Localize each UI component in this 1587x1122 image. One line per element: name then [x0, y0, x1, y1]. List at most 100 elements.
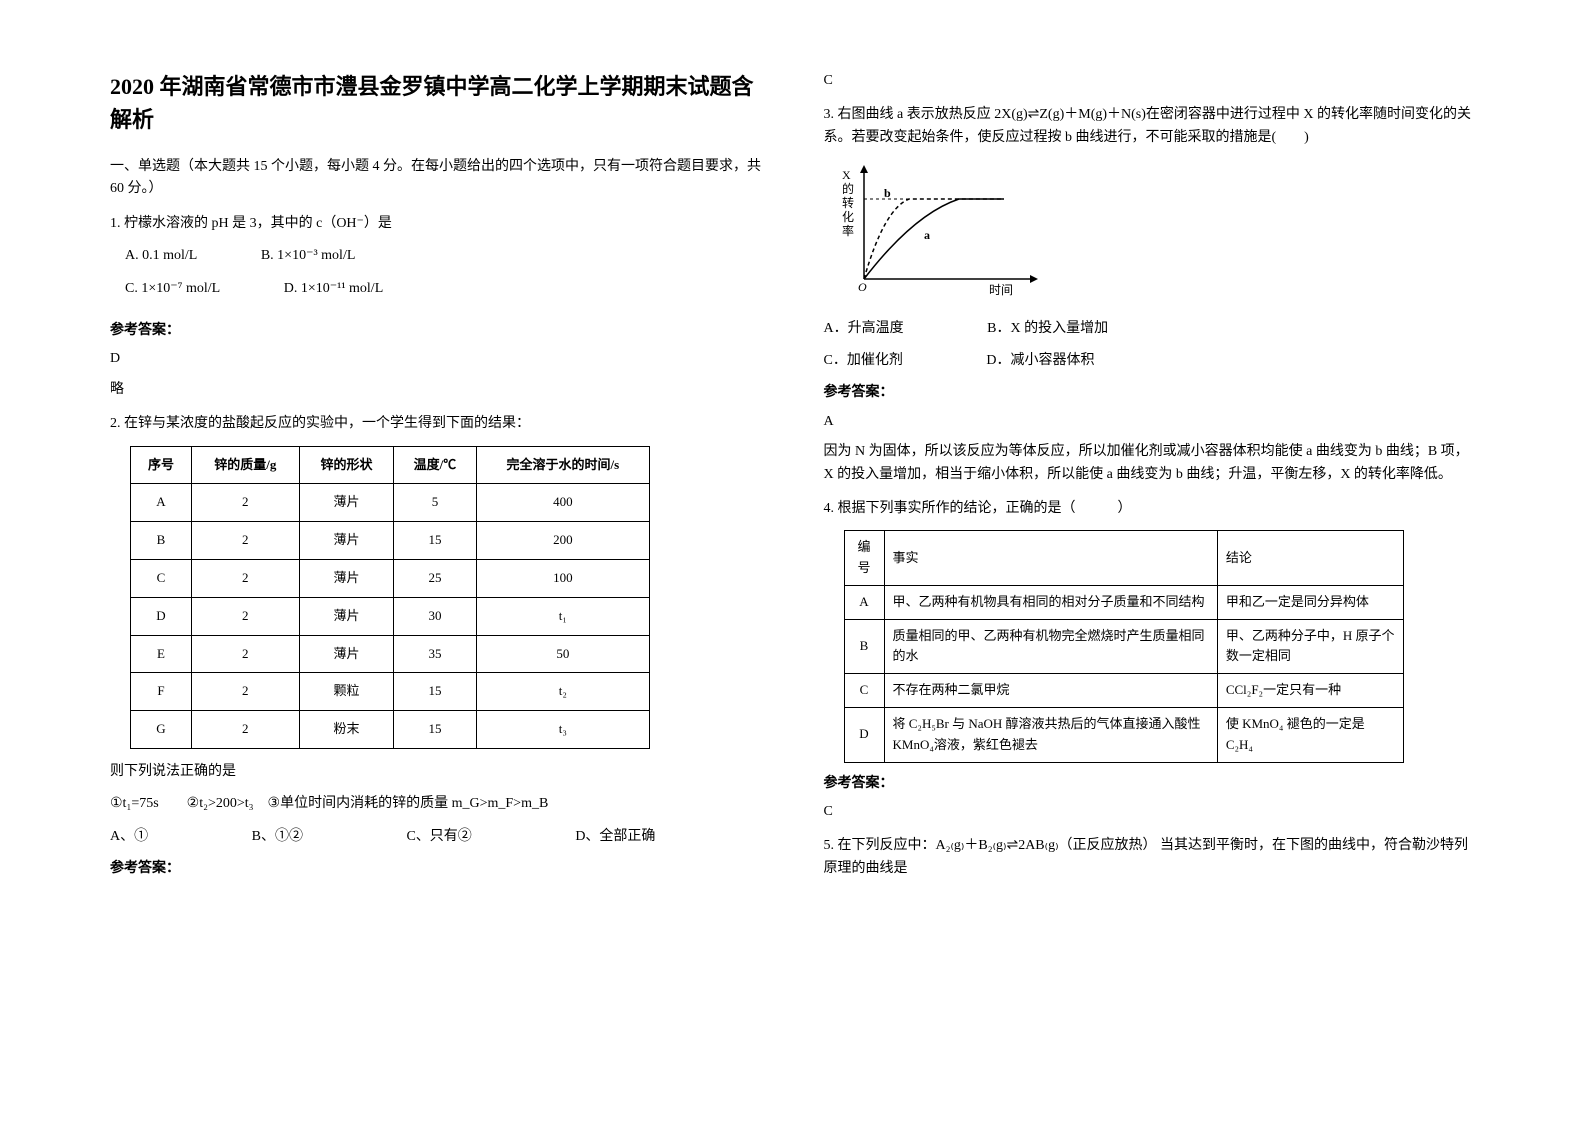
q2-cell: A	[131, 484, 192, 522]
q2-opt-b: B、①②	[252, 826, 303, 848]
q3-chart: X 的 转 化 率 O 时间 b a	[834, 159, 1478, 307]
q2-th0: 序号	[131, 446, 192, 484]
q3-answer: A	[824, 411, 1478, 433]
q2-cell: t₁	[476, 597, 649, 635]
q3-opts-2: C．加催化剂 D．减小容器体积	[824, 350, 1478, 372]
q1-opt-b: B. 1×10⁻³ mol/L	[261, 245, 356, 267]
q1-options: A. 0.1 mol/L B. 1×10⁻³ mol/L C. 1×10⁻⁷ m…	[125, 245, 764, 310]
q3-opts-1: A．升高温度 B．X 的投入量增加	[824, 318, 1478, 340]
q2-th1: 锌的质量/g	[191, 446, 299, 484]
q2-cell: 15	[394, 711, 476, 749]
ylabel-2: 转	[842, 195, 854, 210]
q4-cell: 质量相同的甲、乙两种有机物完全燃烧时产生质量相同的水	[884, 619, 1217, 674]
q2-cell: 2	[191, 484, 299, 522]
q4-answer: C	[824, 801, 1478, 823]
q2-cell: 颗粒	[299, 673, 394, 711]
q4-cell: D	[844, 708, 884, 763]
q1-opt-d: D. 1×10⁻¹¹ mol/L	[284, 278, 384, 300]
q4-cell: 不存在两种二氯甲烷	[884, 674, 1217, 708]
q2-nums: ①t₁=75s ②t₂>200>t₃ ③单位时间内消耗的锌的质量 m_G>m_F…	[110, 793, 764, 815]
q2-cell: 2	[191, 711, 299, 749]
q2-cell: 100	[476, 559, 649, 597]
q2-cell: 薄片	[299, 522, 394, 560]
q4-th2: 结论	[1217, 531, 1403, 586]
q4-answer-label: 参考答案：	[824, 773, 1478, 795]
ylabel-4: 率	[842, 223, 854, 238]
origin-label: O	[858, 280, 867, 294]
q1-answer: D	[110, 348, 764, 370]
q2-opt-c: C、只有②	[406, 826, 471, 848]
q2-cell: D	[131, 597, 192, 635]
q4-cell: 甲、乙两种有机物具有相同的相对分子质量和不同结构	[884, 585, 1217, 619]
q1-note: 略	[110, 379, 764, 401]
q2-cell: E	[131, 635, 192, 673]
q1-opt-c: C. 1×10⁻⁷ mol/L	[125, 278, 220, 300]
q2-opt-d: D、全部正确	[575, 826, 655, 848]
curve-a-label: a	[924, 228, 930, 242]
q3-opt-c: C．加催化剂	[824, 350, 903, 372]
ylabel-0: X	[842, 168, 851, 182]
q1-text: 1. 柠檬水溶液的 pH 是 3，其中的 c（OH⁻）是	[110, 213, 764, 235]
q4-text: 4. 根据下列事实所作的结论，正确的是（ ）	[824, 498, 1478, 520]
q2-cell: 2	[191, 673, 299, 711]
q5-text: 5. 在下列反应中：A₂₍g₎＋B₂₍g₎⇌2AB₍g₎（正反应放热） 当其达到…	[824, 835, 1478, 880]
y-arrow	[860, 165, 868, 173]
section-header: 一、单选题（本大题共 15 个小题，每小题 4 分。在每小题给出的四个选项中，只…	[110, 156, 764, 201]
q2-opt-a: A、①	[110, 826, 148, 848]
q2-cell: 2	[191, 522, 299, 560]
ylabel-1: 的	[842, 181, 854, 196]
q2-cell: 2	[191, 559, 299, 597]
xlabel: 时间	[989, 283, 1013, 297]
q2-cell: 25	[394, 559, 476, 597]
q2-cell: G	[131, 711, 192, 749]
q2-opts: A、① B、①② C、只有② D、全部正确	[110, 826, 764, 848]
q2-th2: 锌的形状	[299, 446, 394, 484]
q2-th4: 完全溶于水的时间/s	[476, 446, 649, 484]
q2-cell: C	[131, 559, 192, 597]
q2-cell: 400	[476, 484, 649, 522]
q2-cell: B	[131, 522, 192, 560]
q2-cell: 30	[394, 597, 476, 635]
q2-cell: 薄片	[299, 559, 394, 597]
q2-text: 2. 在锌与某浓度的盐酸起反应的实验中，一个学生得到下面的结果：	[110, 413, 764, 435]
q1-answer-label: 参考答案：	[110, 320, 764, 342]
q4-cell: 使 KMnO₄ 褪色的一定是 C₂H₄	[1217, 708, 1403, 763]
q2-th3: 温度/℃	[394, 446, 476, 484]
q4-cell: 甲、乙两种分子中，H 原子个数一定相同	[1217, 619, 1403, 674]
q2-cell: t₃	[476, 711, 649, 749]
q3-explain: 因为 N 为固体，所以该反应为等体反应，所以加催化剂或减小容器体积均能使 a 曲…	[824, 441, 1478, 486]
q2-cell: 薄片	[299, 597, 394, 635]
q4-th1: 事实	[884, 531, 1217, 586]
q2-table: 序号 锌的质量/g 锌的形状 温度/℃ 完全溶于水的时间/s A2薄片5400B…	[130, 446, 650, 749]
q2-cell: 15	[394, 522, 476, 560]
q2-cell: 粉末	[299, 711, 394, 749]
q4-table: 编号 事实 结论 A甲、乙两种有机物具有相同的相对分子质量和不同结构甲和乙一定是…	[844, 530, 1404, 762]
q2-follow: 则下列说法正确的是	[110, 761, 764, 783]
page-title: 2020 年湖南省常德市市澧县金罗镇中学高二化学上学期期末试题含解析	[110, 70, 764, 136]
q4-th0: 编号	[844, 531, 884, 586]
q2-cell: 薄片	[299, 484, 394, 522]
q2-cell: 2	[191, 597, 299, 635]
q4-cell: A	[844, 585, 884, 619]
q2-cell: t₂	[476, 673, 649, 711]
q3-opt-b: B．X 的投入量增加	[987, 318, 1108, 340]
x-arrow	[1030, 275, 1038, 283]
q4-cell: 将 C₂H₅Br 与 NaOH 醇溶液共热后的气体直接通入酸性 KMnO₄溶液，…	[884, 708, 1217, 763]
q2-cell: 2	[191, 635, 299, 673]
q2-cell: 35	[394, 635, 476, 673]
q2-answer: C	[824, 70, 1478, 92]
ylabel-3: 化	[842, 210, 854, 224]
q3-opt-a: A．升高温度	[824, 318, 904, 340]
q2-cell: 200	[476, 522, 649, 560]
q3-text: 3. 右图曲线 a 表示放热反应 2X(g)⇌Z(g)＋M(g)＋N(s)在密闭…	[824, 104, 1478, 149]
curve-a	[864, 199, 1004, 279]
q4-cell: CCl₂F₂一定只有一种	[1217, 674, 1403, 708]
q4-cell: 甲和乙一定是同分异构体	[1217, 585, 1403, 619]
q4-cell: B	[844, 619, 884, 674]
q2-cell: 15	[394, 673, 476, 711]
q2-cell: 50	[476, 635, 649, 673]
q2-cell: 薄片	[299, 635, 394, 673]
q2-answer-label: 参考答案：	[110, 858, 764, 880]
q3-answer-label: 参考答案：	[824, 382, 1478, 404]
q2-cell: F	[131, 673, 192, 711]
